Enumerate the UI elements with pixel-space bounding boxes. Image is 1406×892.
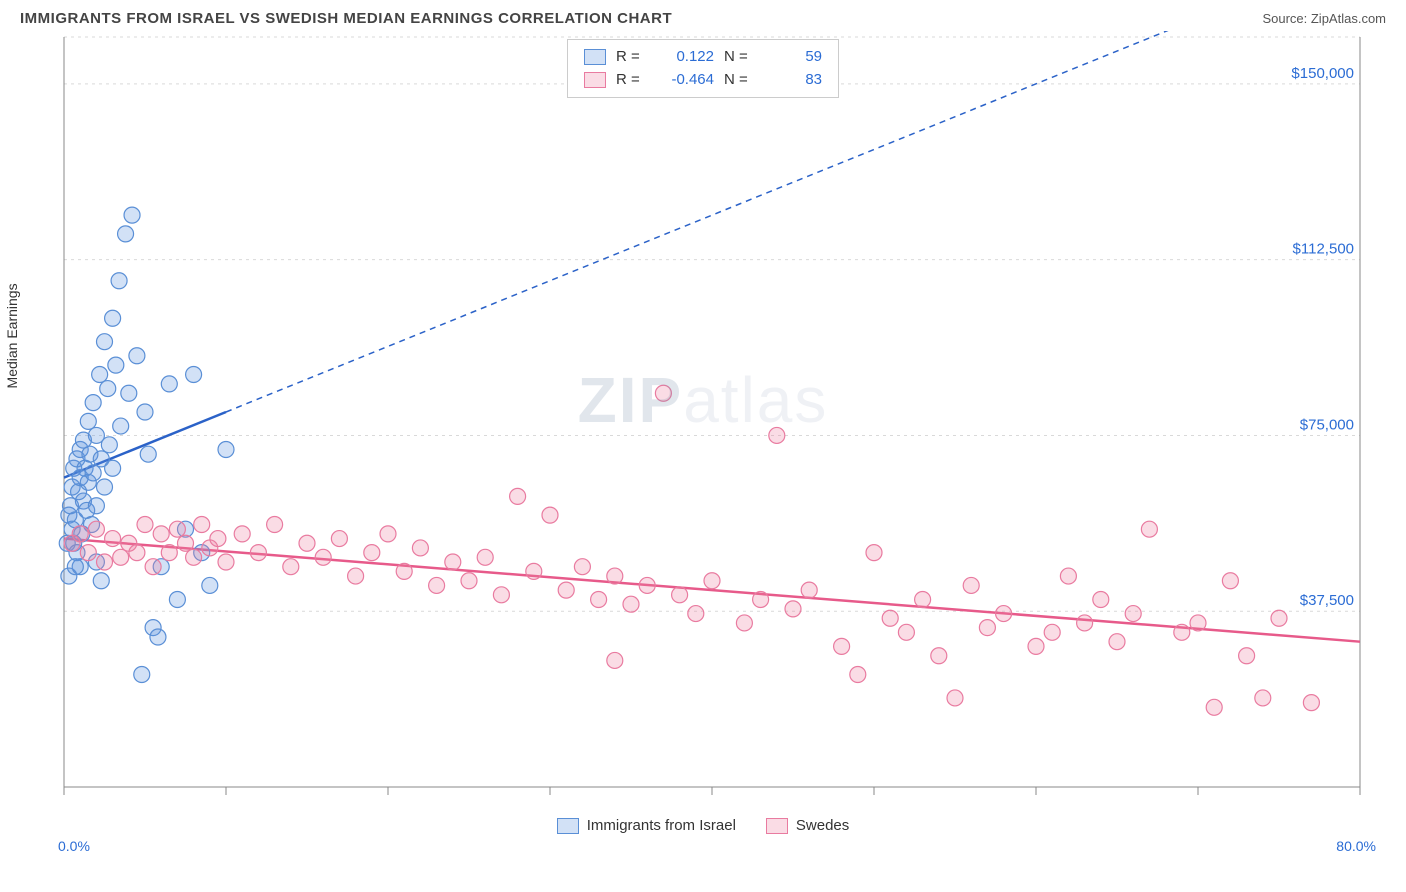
n-label: N = bbox=[724, 46, 752, 69]
chart-area: Median Earnings ZIPatlas R = 0.122 N = 5… bbox=[20, 31, 1386, 834]
svg-text:$37,500: $37,500 bbox=[1300, 592, 1354, 609]
x-max-label: 80.0% bbox=[1336, 838, 1376, 854]
legend-swatch-swedes-icon bbox=[766, 818, 788, 834]
legend-swatch-swedes bbox=[584, 72, 606, 88]
svg-text:$75,000: $75,000 bbox=[1300, 416, 1354, 433]
correlation-legend: R = 0.122 N = 59 R = -0.464 N = 83 bbox=[567, 39, 839, 98]
svg-text:$112,500: $112,500 bbox=[1293, 241, 1354, 258]
chart-source: Source: ZipAtlas.com bbox=[1262, 11, 1386, 26]
legend-item-israel: Immigrants from Israel bbox=[557, 817, 736, 834]
legend-label-swedes: Swedes bbox=[796, 817, 849, 834]
n-value-israel: 59 bbox=[762, 46, 822, 69]
legend-swatch-israel-icon bbox=[557, 818, 579, 834]
series-legend: Immigrants from Israel Swedes bbox=[20, 817, 1386, 834]
chart-title: IMMIGRANTS FROM ISRAEL VS SWEDISH MEDIAN… bbox=[20, 10, 672, 27]
legend-row-israel: R = 0.122 N = 59 bbox=[584, 46, 822, 69]
chart-header: IMMIGRANTS FROM ISRAEL VS SWEDISH MEDIAN… bbox=[0, 0, 1406, 31]
r-label: R = bbox=[616, 46, 644, 69]
svg-text:$150,000: $150,000 bbox=[1291, 65, 1354, 82]
x-axis-range: 0.0% 80.0% bbox=[20, 838, 1386, 858]
r-value-israel: 0.122 bbox=[654, 46, 714, 69]
x-min-label: 0.0% bbox=[58, 838, 90, 854]
legend-row-swedes: R = -0.464 N = 83 bbox=[584, 69, 822, 92]
legend-label-israel: Immigrants from Israel bbox=[587, 817, 736, 834]
y-axis-label: Median Earnings bbox=[4, 283, 20, 388]
n-value-swedes: 83 bbox=[762, 69, 822, 92]
n-label: N = bbox=[724, 69, 752, 92]
r-label: R = bbox=[616, 69, 644, 92]
legend-swatch-israel bbox=[584, 49, 606, 65]
legend-item-swedes: Swedes bbox=[766, 817, 849, 834]
r-value-swedes: -0.464 bbox=[654, 69, 714, 92]
scatter-chart: $37,500 $75,000 $112,500 $150,000 bbox=[20, 31, 1386, 811]
